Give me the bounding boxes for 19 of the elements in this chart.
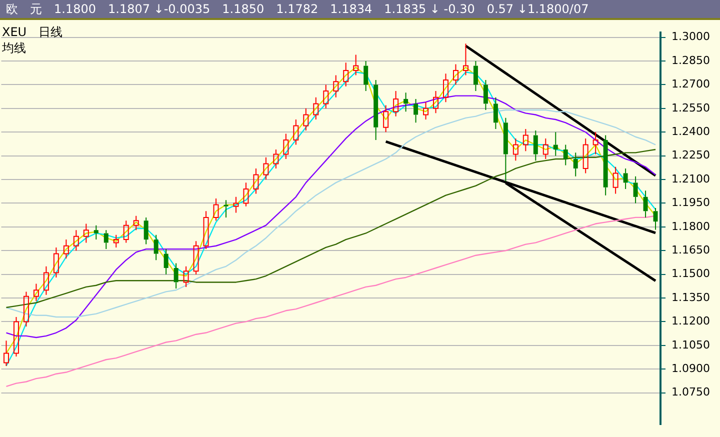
y-tick-label: 1.2250 — [672, 148, 710, 162]
y-tick-label: 1.1500 — [672, 267, 710, 280]
annotation: 均线 — [2, 40, 27, 56]
y-tick-label: 1.3000 — [672, 30, 710, 44]
y-tick-label: 1.1950 — [672, 196, 710, 210]
y-tick-label: 1.2400 — [672, 124, 710, 138]
y-tick-label: 1.1200 — [672, 314, 710, 328]
chart-title: 欧 元 1.1800 1.1807 ↓-0.0035 1.1850 1.1782 1.1834 1.1835 ↓ -0.30 0.57 ↓1.1800/07 — [0, 0, 720, 20]
y-tick-label: 1.1350 — [672, 290, 710, 304]
y-tick-label: 1.2100 — [672, 172, 710, 186]
y-tick-label: 1.2700 — [672, 78, 710, 91]
chart-subtitle: XEU 日线 — [2, 24, 63, 40]
y-tick-label: 1.2850 — [672, 54, 710, 67]
y-tick-label: 1.1650 — [672, 243, 710, 256]
y-tick-label: 1.0900 — [672, 362, 710, 375]
y-tick-label: 1.1800 — [672, 220, 710, 233]
y-tick-label: 1.1050 — [672, 338, 710, 352]
y-tick-label: 1.0750 — [672, 386, 710, 399]
y-tick-label: 1.2550 — [672, 101, 710, 114]
